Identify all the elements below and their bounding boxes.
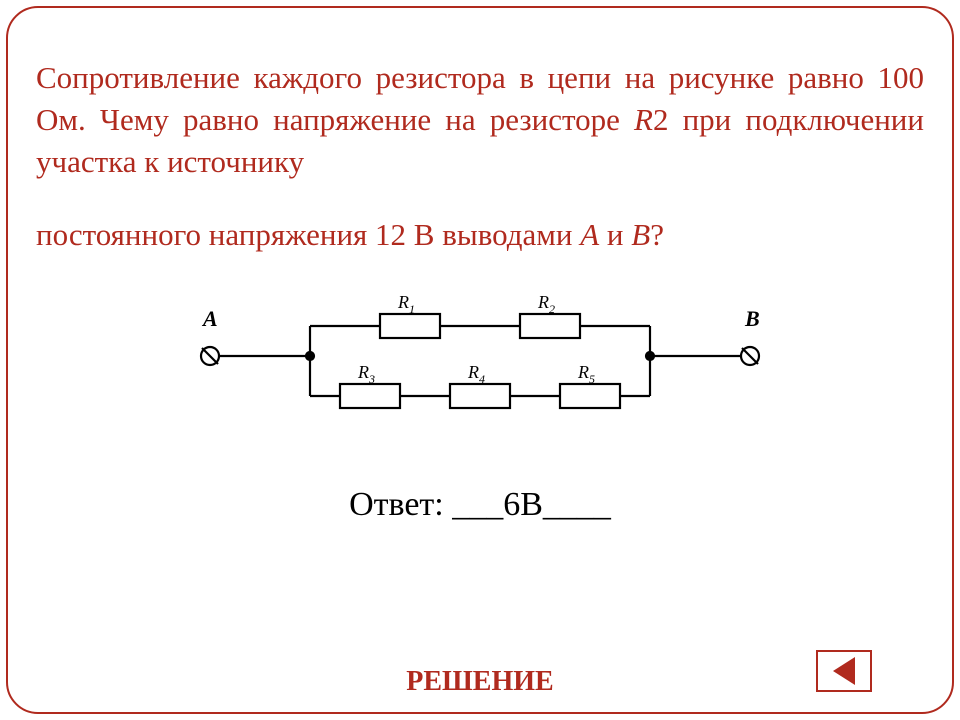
back-button[interactable]	[816, 650, 872, 692]
resistor-r2-label: R2	[537, 292, 555, 316]
circuit-diagram-container: A B R1 R2 R3 R4 R5	[36, 286, 924, 456]
terminal-a-label: A	[201, 306, 218, 331]
problem-text: Сопротивление каждого резистора в цепи н…	[36, 57, 924, 255]
solution-link[interactable]: РЕШЕНИЕ	[8, 666, 952, 698]
resistor-r4-label: R4	[467, 362, 485, 386]
back-triangle-icon	[833, 657, 855, 685]
answer-blank-pre: ___	[452, 486, 503, 523]
answer-blank-post: ____	[543, 486, 611, 523]
resistor-r3-label: R3	[357, 362, 375, 386]
slide-frame: Сопротивление каждого резистора в цепи н…	[6, 6, 954, 714]
problem-paragraph-1: Сопротивление каждого резистора в цепи н…	[36, 57, 924, 183]
terminal-b-label: B	[744, 306, 760, 331]
answer-line: Ответ: ___6В____	[36, 486, 924, 524]
circuit-diagram: A B R1 R2 R3 R4 R5	[170, 286, 790, 456]
answer-value: 6В	[503, 486, 543, 523]
answer-label: Ответ:	[349, 486, 444, 523]
problem-paragraph-2: постоянного напряжения 12 В выводами A и…	[36, 214, 924, 256]
resistor-r1-label: R1	[397, 292, 415, 316]
resistor-r5-label: R5	[577, 362, 595, 386]
